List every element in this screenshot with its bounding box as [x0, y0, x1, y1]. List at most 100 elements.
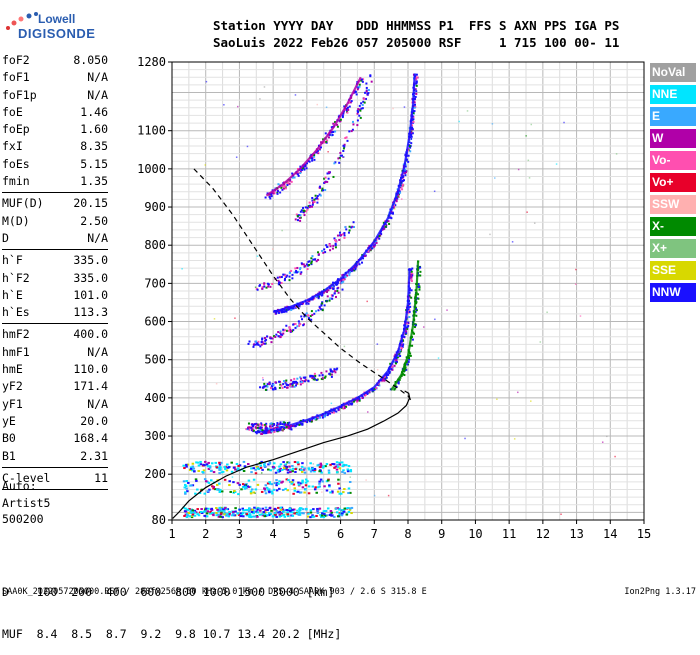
echo-point	[207, 507, 210, 510]
echo-point	[215, 514, 219, 517]
param-name: D	[2, 230, 9, 245]
echo-point	[199, 460, 202, 463]
noise-point	[446, 309, 448, 311]
y-tick-label: 400	[144, 391, 166, 405]
echo-point	[231, 514, 234, 517]
echo-point	[252, 512, 255, 515]
echo-point	[411, 338, 414, 341]
echo-point	[330, 511, 333, 514]
echo-point	[418, 288, 421, 291]
noise-point	[376, 368, 379, 371]
echo-point	[257, 340, 260, 343]
echo-point	[299, 268, 302, 271]
echo-point	[313, 378, 316, 381]
echo-point	[368, 390, 371, 393]
echo-point	[307, 302, 310, 305]
noise-point	[256, 255, 259, 257]
echo-point	[383, 379, 386, 382]
echo-point	[184, 513, 188, 516]
echo-point	[325, 412, 328, 415]
echo-point	[196, 508, 199, 511]
echo-point	[248, 507, 251, 510]
echo-point	[360, 78, 363, 81]
echo-point	[287, 384, 290, 387]
echo-point	[415, 81, 418, 84]
echo-point	[361, 80, 364, 83]
polarization-legend: NoVal NNE E W Vo- Vo+ SSW X- X+ SSE NNW	[650, 63, 696, 305]
echo-point	[255, 340, 258, 343]
echo-point	[256, 467, 260, 470]
echo-point	[303, 214, 306, 217]
echo-point	[334, 290, 337, 293]
echo-point	[305, 302, 308, 305]
echo-point	[320, 371, 323, 374]
echo-point	[308, 160, 311, 163]
param-name: yE	[2, 413, 16, 428]
echo-point	[263, 283, 266, 286]
echo-point	[338, 161, 341, 164]
echo-point	[285, 379, 288, 382]
echo-point	[189, 467, 193, 470]
echo-point	[302, 211, 305, 214]
echo-point	[358, 263, 361, 266]
echo-point	[296, 325, 299, 328]
echo-point	[317, 463, 321, 466]
echo-point	[320, 515, 323, 518]
echo-point	[234, 507, 237, 510]
echo-point	[336, 287, 339, 290]
echo-point	[302, 376, 305, 379]
echo-point	[274, 513, 277, 516]
echo-point	[328, 243, 331, 246]
echo-point	[323, 141, 326, 144]
echo-point	[343, 472, 347, 475]
echo-point	[268, 381, 271, 384]
echo-point	[308, 300, 311, 303]
noise-point	[464, 437, 466, 440]
echo-point	[346, 111, 349, 114]
echo-point	[189, 466, 193, 469]
echo-point	[204, 460, 207, 463]
echo-point	[293, 460, 297, 463]
param-separator	[2, 192, 108, 194]
echo-point	[360, 102, 363, 105]
echo-point	[306, 206, 309, 209]
echo-point	[250, 426, 253, 429]
echo-point	[255, 432, 258, 435]
echo-point	[405, 158, 408, 161]
echo-point	[332, 284, 335, 287]
param-row-hf: h`F 335.0	[2, 252, 108, 269]
echo-point	[245, 483, 248, 486]
echo-point	[304, 379, 307, 382]
echo-point	[291, 277, 294, 280]
echo-point	[263, 487, 266, 490]
echo-point	[247, 479, 251, 482]
echo-point	[296, 377, 299, 380]
echo-point	[415, 309, 418, 312]
echo-point	[185, 516, 189, 519]
echo-point	[280, 481, 283, 484]
echo-point	[226, 508, 230, 511]
echo-point	[265, 286, 268, 289]
x-tick-label: 7	[371, 527, 378, 541]
echo-point	[321, 466, 325, 469]
echo-point	[278, 276, 281, 279]
echo-point	[332, 122, 335, 125]
echo-point	[348, 507, 352, 510]
echo-point	[270, 341, 273, 344]
echo-point	[318, 507, 322, 510]
echo-point	[342, 510, 346, 513]
echo-point	[259, 429, 262, 432]
echo-point	[346, 274, 349, 277]
echo-point	[336, 125, 339, 128]
echo-point	[264, 385, 267, 388]
echo-point	[271, 337, 274, 340]
echo-point	[412, 118, 415, 121]
echo-point	[320, 294, 323, 297]
digisonde-logo: Lowell DIGISONDE	[4, 8, 95, 42]
echo-point	[294, 470, 297, 473]
x-tick-label: 12	[536, 527, 550, 541]
echo-point	[227, 515, 231, 518]
echo-point	[277, 335, 280, 338]
param-name: h`Es	[2, 305, 30, 320]
echo-point	[413, 106, 416, 109]
